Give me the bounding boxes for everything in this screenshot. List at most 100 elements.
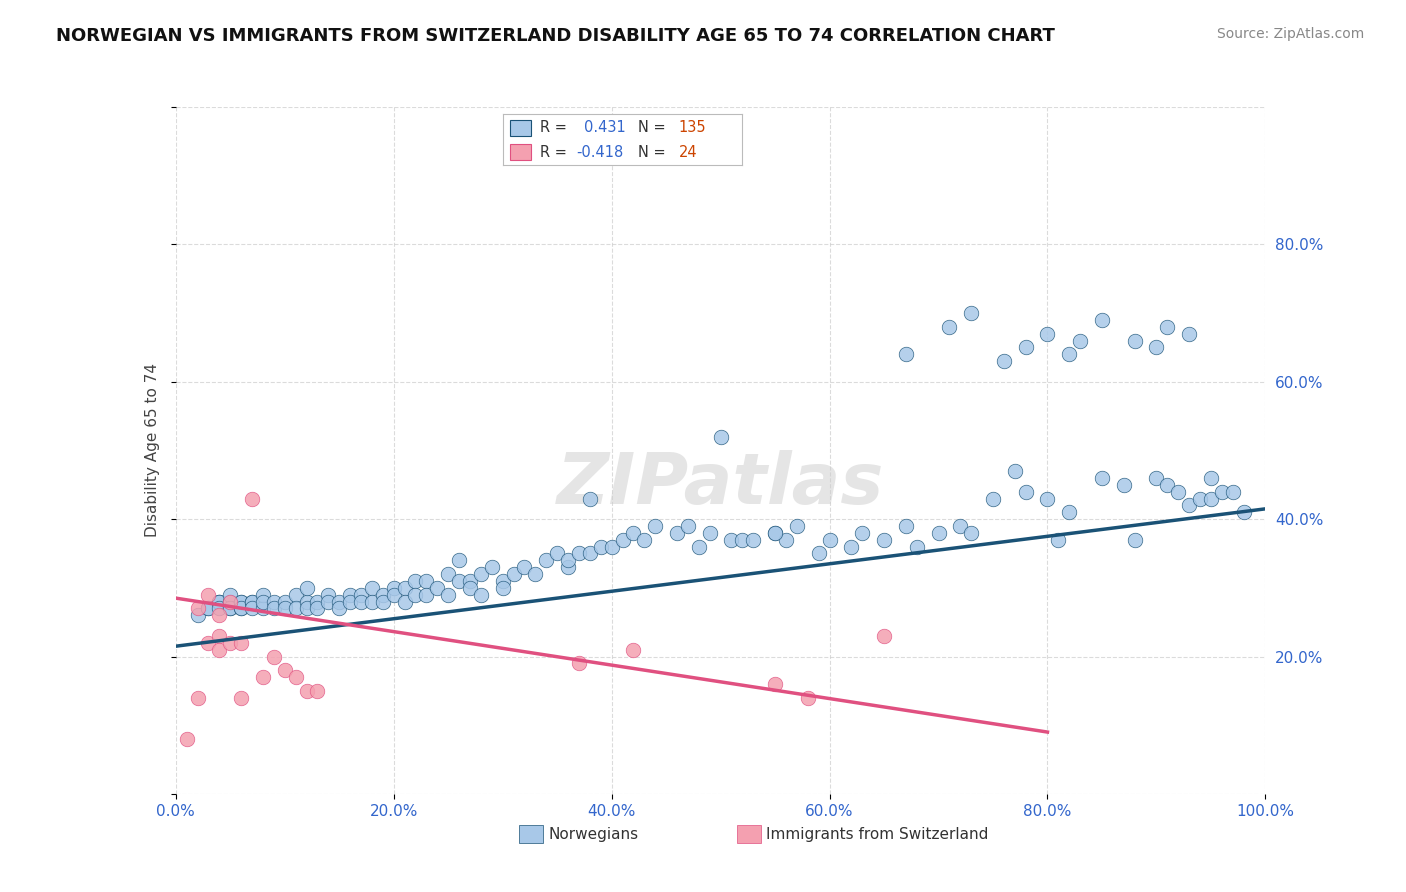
Point xyxy=(263,649,285,664)
Point xyxy=(1004,464,1026,478)
Point xyxy=(818,533,841,547)
Point xyxy=(1123,334,1146,348)
Point xyxy=(437,567,460,582)
Point xyxy=(470,588,492,602)
Point xyxy=(1156,478,1178,492)
Point xyxy=(208,594,231,608)
Point xyxy=(568,546,591,561)
Point xyxy=(763,525,786,540)
Point xyxy=(295,594,318,608)
Point xyxy=(371,594,394,608)
Text: R =: R = xyxy=(540,145,571,160)
Point xyxy=(905,540,928,554)
Point xyxy=(360,594,382,608)
Point xyxy=(458,581,481,595)
Point xyxy=(710,430,733,444)
Y-axis label: Disability Age 65 to 74: Disability Age 65 to 74 xyxy=(145,363,160,538)
Point xyxy=(231,690,253,705)
Point xyxy=(371,588,394,602)
Point xyxy=(841,540,863,554)
FancyBboxPatch shape xyxy=(519,825,543,843)
Point xyxy=(481,560,503,574)
Point xyxy=(328,601,350,615)
Point xyxy=(437,588,460,602)
Point xyxy=(949,519,972,533)
Point xyxy=(513,560,536,574)
Point xyxy=(240,601,263,615)
Point xyxy=(873,629,896,643)
Text: N =: N = xyxy=(638,145,671,160)
Point xyxy=(612,533,634,547)
Point xyxy=(1091,313,1114,327)
Point xyxy=(415,574,437,588)
Point xyxy=(600,540,623,554)
Point xyxy=(219,594,242,608)
Point xyxy=(1015,340,1038,354)
Point xyxy=(960,525,983,540)
Point xyxy=(492,581,515,595)
Point xyxy=(447,553,470,567)
Point xyxy=(219,636,242,650)
Point xyxy=(1057,505,1080,519)
FancyBboxPatch shape xyxy=(737,825,761,843)
Point xyxy=(318,588,340,602)
Point xyxy=(339,594,361,608)
Point xyxy=(557,553,579,567)
Point xyxy=(492,574,515,588)
Point xyxy=(1189,491,1212,506)
Point xyxy=(295,601,318,615)
Point xyxy=(981,491,1004,506)
Point xyxy=(240,491,263,506)
Point xyxy=(807,546,830,561)
Point xyxy=(993,354,1015,368)
Point xyxy=(328,594,350,608)
Point xyxy=(579,546,602,561)
Point xyxy=(579,491,602,506)
Point xyxy=(219,588,242,602)
Point xyxy=(318,594,340,608)
Point xyxy=(960,306,983,320)
Point xyxy=(176,731,198,746)
Text: Norwegians: Norwegians xyxy=(548,827,638,842)
Point xyxy=(208,594,231,608)
Point xyxy=(284,670,307,684)
Text: R =: R = xyxy=(540,120,571,136)
Point xyxy=(231,601,253,615)
Point xyxy=(382,588,405,602)
Point xyxy=(394,581,416,595)
Point xyxy=(1199,491,1222,506)
Text: -0.418: -0.418 xyxy=(576,145,623,160)
Point xyxy=(775,533,797,547)
Point xyxy=(252,588,274,602)
Point xyxy=(197,601,219,615)
Point xyxy=(252,670,274,684)
Point xyxy=(295,581,318,595)
Point xyxy=(633,533,655,547)
Point xyxy=(894,347,917,361)
Point xyxy=(546,546,568,561)
Point xyxy=(252,594,274,608)
Point xyxy=(688,540,710,554)
Point xyxy=(568,657,591,671)
Point xyxy=(1057,347,1080,361)
Point xyxy=(1047,533,1070,547)
Text: 135: 135 xyxy=(679,120,706,136)
Point xyxy=(1144,471,1167,485)
Text: Immigrants from Switzerland: Immigrants from Switzerland xyxy=(766,827,988,842)
Point xyxy=(851,525,873,540)
Point xyxy=(524,567,547,582)
Point xyxy=(1222,484,1244,499)
Point xyxy=(1112,478,1135,492)
Point xyxy=(274,594,297,608)
Text: N =: N = xyxy=(638,120,671,136)
Point xyxy=(1211,484,1233,499)
Point xyxy=(208,594,231,608)
Point xyxy=(186,608,209,623)
Text: Source: ZipAtlas.com: Source: ZipAtlas.com xyxy=(1216,27,1364,41)
Point xyxy=(796,690,818,705)
Point xyxy=(731,533,754,547)
Point xyxy=(231,636,253,650)
Text: ZIPatlas: ZIPatlas xyxy=(557,450,884,519)
Point xyxy=(763,677,786,691)
Point xyxy=(1232,505,1256,519)
